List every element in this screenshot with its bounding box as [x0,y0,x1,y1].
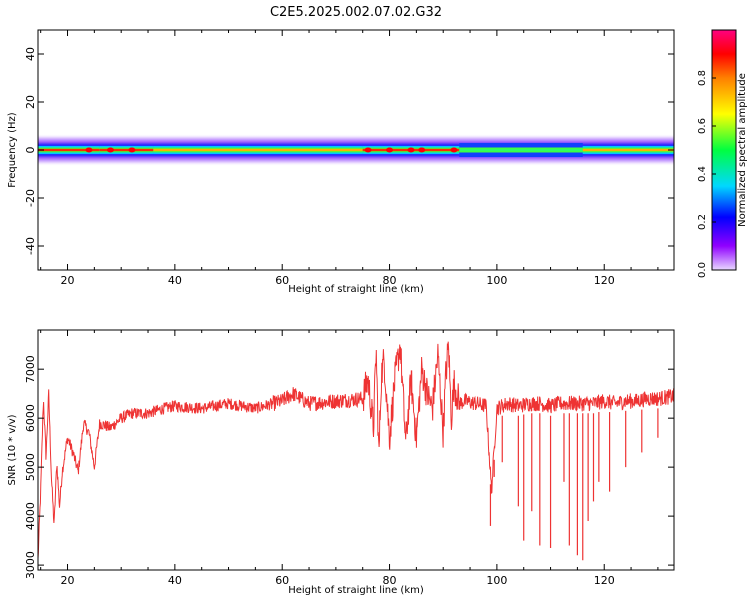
band-hotspot [364,147,372,153]
band-hotspot [450,147,458,153]
figure-title: C2E5.2025.002.07.02.G32 [270,5,442,20]
snr-y-tick-label: 5000 [24,453,37,481]
spectrogram-x-tick-label: 20 [61,274,75,287]
spectrogram-x-tick-label: 40 [168,274,182,287]
snr-y-tick-label: 7000 [24,355,37,383]
snr-x-tick-label: 40 [168,574,182,587]
colorbar-tick-label: 0.4 [697,166,708,182]
spectrogram-y-tick-label: 20 [24,95,37,109]
snr-plot-area [38,341,674,561]
band-hotspot [85,147,93,153]
band-segment-core [582,148,674,152]
snr-x-axis-label: Height of straight line (km) [288,585,424,596]
snr-y-tick-label: 3000 [24,551,37,579]
colorbar: 0.0 0.2 0.4 0.6 0.8 Normalized spectral ampl… [697,29,748,278]
spectrogram-x-tick-label: 120 [594,274,615,287]
snr-y-tick-label: 4000 [24,502,37,530]
spectrogram-x-tick-label: 60 [275,274,289,287]
spectrogram-x-tick-label: 100 [486,274,507,287]
spectrogram-panel: 20 40 60 80 100 120 -40 -20 0 20 40 Height of stra… [7,29,675,295]
spectrogram-x-tick-label: 80 [383,274,397,287]
band-segment-core [99,148,154,152]
snr-x-tick-label: 100 [486,574,507,587]
band-segment-core [459,148,583,152]
spectrogram-x-axis-label: Height of straight line (km) [288,284,424,295]
snr-series-line [38,341,674,559]
colorbar-label: Normalized spectral amplitude [737,73,748,227]
band-hotspot [106,147,114,153]
snr-y-axis-label: SNR (10 * v/v) [7,414,18,485]
colorbar-gradient [711,29,737,271]
colorbar-tick-label: 0.6 [697,118,708,134]
colorbar-tick-label: 0.8 [697,70,708,86]
colorbar-tick-label: 0.0 [697,262,708,278]
snr-y-tick-label: 6000 [24,404,37,432]
spectrogram-y-tick-label: 40 [24,47,37,61]
snr-x-tick-label: 80 [383,574,397,587]
spectrogram-y-axis-label: Frequency (Hz) [7,112,18,188]
snr-x-tick-label: 20 [61,574,75,587]
band-segment-core [153,148,363,152]
snr-x-tick-label: 60 [275,574,289,587]
spectrogram-y-tick-label: -20 [24,189,37,207]
spectrogram-y-tick-label: -40 [24,237,37,255]
snr-panel: 20 40 60 80 100 120 3000 4000 5000 6000 7000 Heigh… [7,329,675,596]
colorbar-tick-label: 0.2 [697,214,708,230]
snr-axes: 20 40 60 80 100 120 3000 4000 5000 6000 7000 [24,330,674,587]
snr-frame [37,329,675,571]
snr-x-tick-label: 120 [594,574,615,587]
spectrogram-plot-area [38,134,674,166]
band-hotspot [407,147,415,153]
spectrogram-y-tick-label: 0 [24,147,37,154]
colorbar-ticks: 0.0 0.2 0.4 0.6 0.8 [697,70,716,278]
band-hotspot [386,147,394,153]
band-hotspot [128,147,136,153]
band-hotspot [418,147,426,153]
band-segment-core [38,148,100,152]
spectrogram-axes: 20 40 60 80 100 120 -40 -20 0 20 40 [24,30,674,287]
